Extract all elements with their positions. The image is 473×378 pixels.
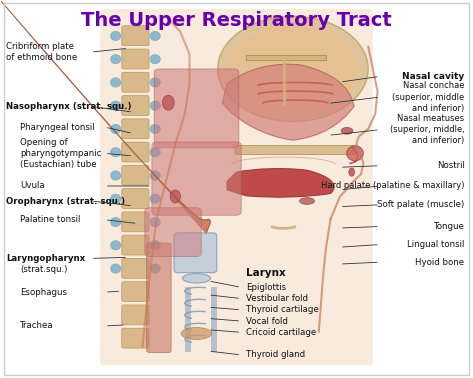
Text: Thyroid gland: Thyroid gland (246, 350, 305, 359)
Ellipse shape (150, 78, 160, 87)
Text: The Upper Respiratory Tract: The Upper Respiratory Tract (81, 11, 392, 30)
FancyBboxPatch shape (122, 165, 149, 185)
Text: Cribriform plate
of ethmoid bone: Cribriform plate of ethmoid bone (6, 42, 78, 62)
Text: Hyoid bone: Hyoid bone (415, 258, 464, 266)
Ellipse shape (150, 264, 160, 273)
FancyBboxPatch shape (122, 189, 149, 209)
Text: Epiglottis: Epiglottis (246, 283, 286, 292)
Ellipse shape (170, 190, 181, 203)
Text: Cricoid cartilage: Cricoid cartilage (246, 328, 316, 337)
Text: Larynx: Larynx (246, 268, 286, 279)
Ellipse shape (111, 217, 121, 227)
FancyBboxPatch shape (122, 72, 149, 92)
Text: Nostril: Nostril (437, 161, 464, 170)
Ellipse shape (150, 147, 160, 157)
Ellipse shape (227, 24, 359, 114)
FancyBboxPatch shape (122, 26, 149, 46)
FancyBboxPatch shape (145, 208, 201, 257)
FancyBboxPatch shape (122, 96, 149, 115)
Ellipse shape (349, 168, 355, 176)
Bar (185, 287, 191, 352)
Ellipse shape (150, 171, 160, 180)
Text: Hard palate (palatine & maxillary): Hard palate (palatine & maxillary) (321, 181, 464, 191)
Text: Lingual tonsil: Lingual tonsil (407, 240, 464, 249)
Ellipse shape (218, 16, 368, 121)
Ellipse shape (150, 217, 160, 227)
Text: Uvula: Uvula (20, 181, 45, 191)
Ellipse shape (111, 194, 121, 203)
Ellipse shape (111, 78, 121, 87)
Ellipse shape (183, 274, 210, 283)
FancyBboxPatch shape (122, 328, 149, 348)
Ellipse shape (111, 101, 121, 110)
Ellipse shape (150, 31, 160, 40)
Text: Nasal cavity: Nasal cavity (403, 72, 464, 81)
Ellipse shape (347, 146, 363, 161)
Text: Pharyngeal tonsil: Pharyngeal tonsil (20, 122, 95, 132)
FancyBboxPatch shape (154, 69, 239, 148)
Bar (282, 58, 286, 107)
Ellipse shape (341, 127, 353, 134)
FancyBboxPatch shape (122, 49, 149, 69)
Text: Trachea: Trachea (20, 321, 54, 330)
Text: Thyroid cartilage: Thyroid cartilage (246, 305, 319, 314)
Ellipse shape (150, 101, 160, 110)
FancyBboxPatch shape (122, 119, 149, 139)
Ellipse shape (150, 54, 160, 64)
FancyBboxPatch shape (147, 243, 171, 353)
FancyBboxPatch shape (122, 212, 149, 232)
Ellipse shape (299, 198, 315, 204)
Text: Vestibular fold: Vestibular fold (246, 294, 308, 303)
Ellipse shape (150, 124, 160, 134)
Text: Tongue: Tongue (434, 222, 464, 231)
Text: Opening of
pharyngotympanic
(Eustachian) tube: Opening of pharyngotympanic (Eustachian)… (20, 138, 102, 169)
Bar (246, 55, 326, 60)
PathPatch shape (227, 169, 334, 197)
Ellipse shape (111, 264, 121, 273)
Ellipse shape (111, 124, 121, 134)
Text: Esophagus: Esophagus (20, 288, 67, 297)
Text: Nasopharynx (strat. squ.): Nasopharynx (strat. squ.) (6, 102, 131, 111)
Ellipse shape (150, 194, 160, 203)
FancyBboxPatch shape (122, 235, 149, 255)
FancyBboxPatch shape (122, 305, 149, 325)
FancyBboxPatch shape (100, 9, 373, 366)
Ellipse shape (111, 31, 121, 40)
FancyBboxPatch shape (174, 233, 217, 273)
Text: Soft palate (muscle): Soft palate (muscle) (377, 200, 464, 209)
Text: (strat.squ.): (strat.squ.) (20, 265, 68, 274)
Text: Nasal meatuses
(superior, middle,
and inferior): Nasal meatuses (superior, middle, and in… (390, 114, 464, 145)
Ellipse shape (111, 240, 121, 250)
Ellipse shape (150, 240, 160, 250)
Text: Nasal conchae
(superior, middle
and inferior): Nasal conchae (superior, middle and infe… (392, 82, 464, 113)
FancyBboxPatch shape (122, 259, 149, 278)
FancyBboxPatch shape (122, 142, 149, 162)
Text: Oropharynx (strat. squ.): Oropharynx (strat. squ.) (6, 197, 125, 206)
FancyBboxPatch shape (122, 282, 149, 302)
Ellipse shape (162, 95, 174, 110)
Text: Vocal fold: Vocal fold (246, 317, 288, 325)
Text: Laryngopharynx: Laryngopharynx (6, 254, 85, 263)
Ellipse shape (111, 147, 121, 157)
FancyBboxPatch shape (235, 146, 356, 155)
Bar (210, 287, 217, 352)
Ellipse shape (181, 327, 212, 339)
Text: Palatine tonsil: Palatine tonsil (20, 215, 80, 224)
PathPatch shape (198, 219, 210, 234)
FancyBboxPatch shape (152, 142, 241, 215)
PathPatch shape (222, 64, 354, 140)
Ellipse shape (111, 54, 121, 64)
Ellipse shape (111, 171, 121, 180)
